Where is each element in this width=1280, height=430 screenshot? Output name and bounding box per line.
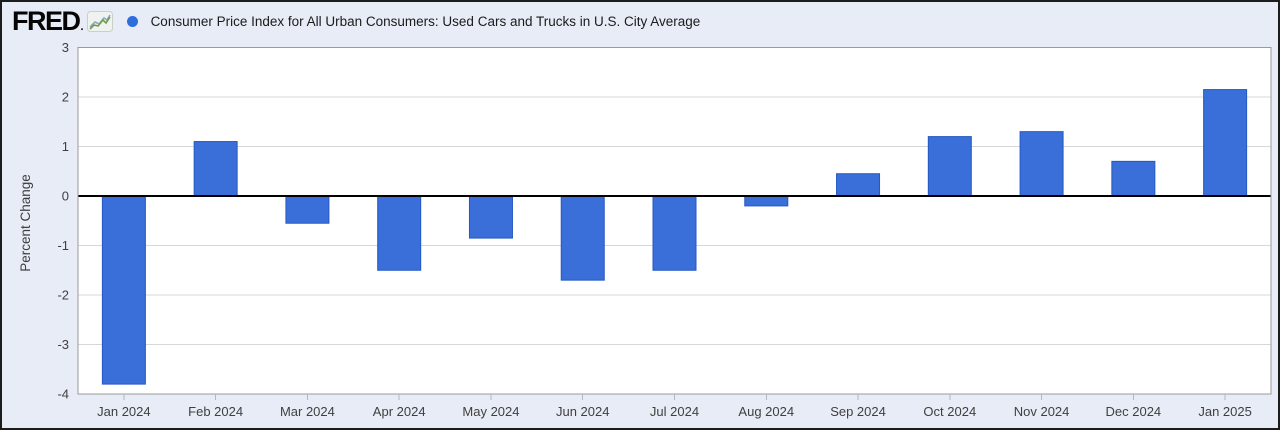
y-axis-tick-label: -3 [57,337,69,352]
x-axis-label: Jul 2024 [650,404,699,419]
x-axis-label: May 2024 [462,404,519,419]
x-axis-label: Jan 2025 [1198,404,1252,419]
bar-feb-2024[interactable] [193,141,238,197]
series-title[interactable]: Consumer Price Index for All Urban Consu… [150,13,701,29]
series-legend-dot-icon [126,15,138,27]
y-axis-title: Percent Change [18,174,33,272]
y-axis-tick-label: 1 [62,139,69,154]
bar-mar-2024[interactable] [285,195,330,224]
x-axis-label: Sep 2024 [830,404,886,419]
bar-may-2024[interactable] [468,195,513,239]
x-axis-label: Dec 2024 [1106,404,1162,419]
chart-header: FRED . Consumer Price Index for All Urba… [12,6,1270,36]
bar-jan-2025[interactable] [1203,89,1248,197]
x-axis-label: Jun 2024 [556,404,610,419]
y-axis-tick-label: -2 [57,288,69,303]
bar-sep-2024[interactable] [836,173,881,197]
bar-jun-2024[interactable] [560,195,605,281]
x-axis-label: Apr 2024 [373,404,426,419]
y-axis-tick-label: -1 [57,238,69,253]
bar-dec-2024[interactable] [1111,160,1156,197]
x-axis-label: Feb 2024 [188,404,243,419]
y-axis-tick-label: 3 [62,40,69,55]
y-axis-tick-label: -4 [57,387,69,402]
bar-jan-2024[interactable] [101,195,146,385]
y-axis-tick-label: 2 [62,90,69,105]
fred-sparkline-icon [86,10,113,32]
x-axis-label: Nov 2024 [1014,404,1070,419]
x-axis-label: Aug 2024 [738,404,794,419]
fred-logo[interactable]: FRED [12,5,81,36]
bar-nov-2024[interactable] [1019,131,1064,197]
x-axis-label: Oct 2024 [923,404,976,419]
fred-logo-mark: . [80,21,84,33]
y-axis-tick-label: 0 [62,189,69,204]
x-axis-label: Jan 2024 [97,404,151,419]
bar-jul-2024[interactable] [652,195,697,271]
bar-apr-2024[interactable] [377,195,422,271]
x-axis-label: Mar 2024 [280,404,335,419]
bar-aug-2024[interactable] [744,195,789,207]
bar-oct-2024[interactable] [927,136,972,197]
